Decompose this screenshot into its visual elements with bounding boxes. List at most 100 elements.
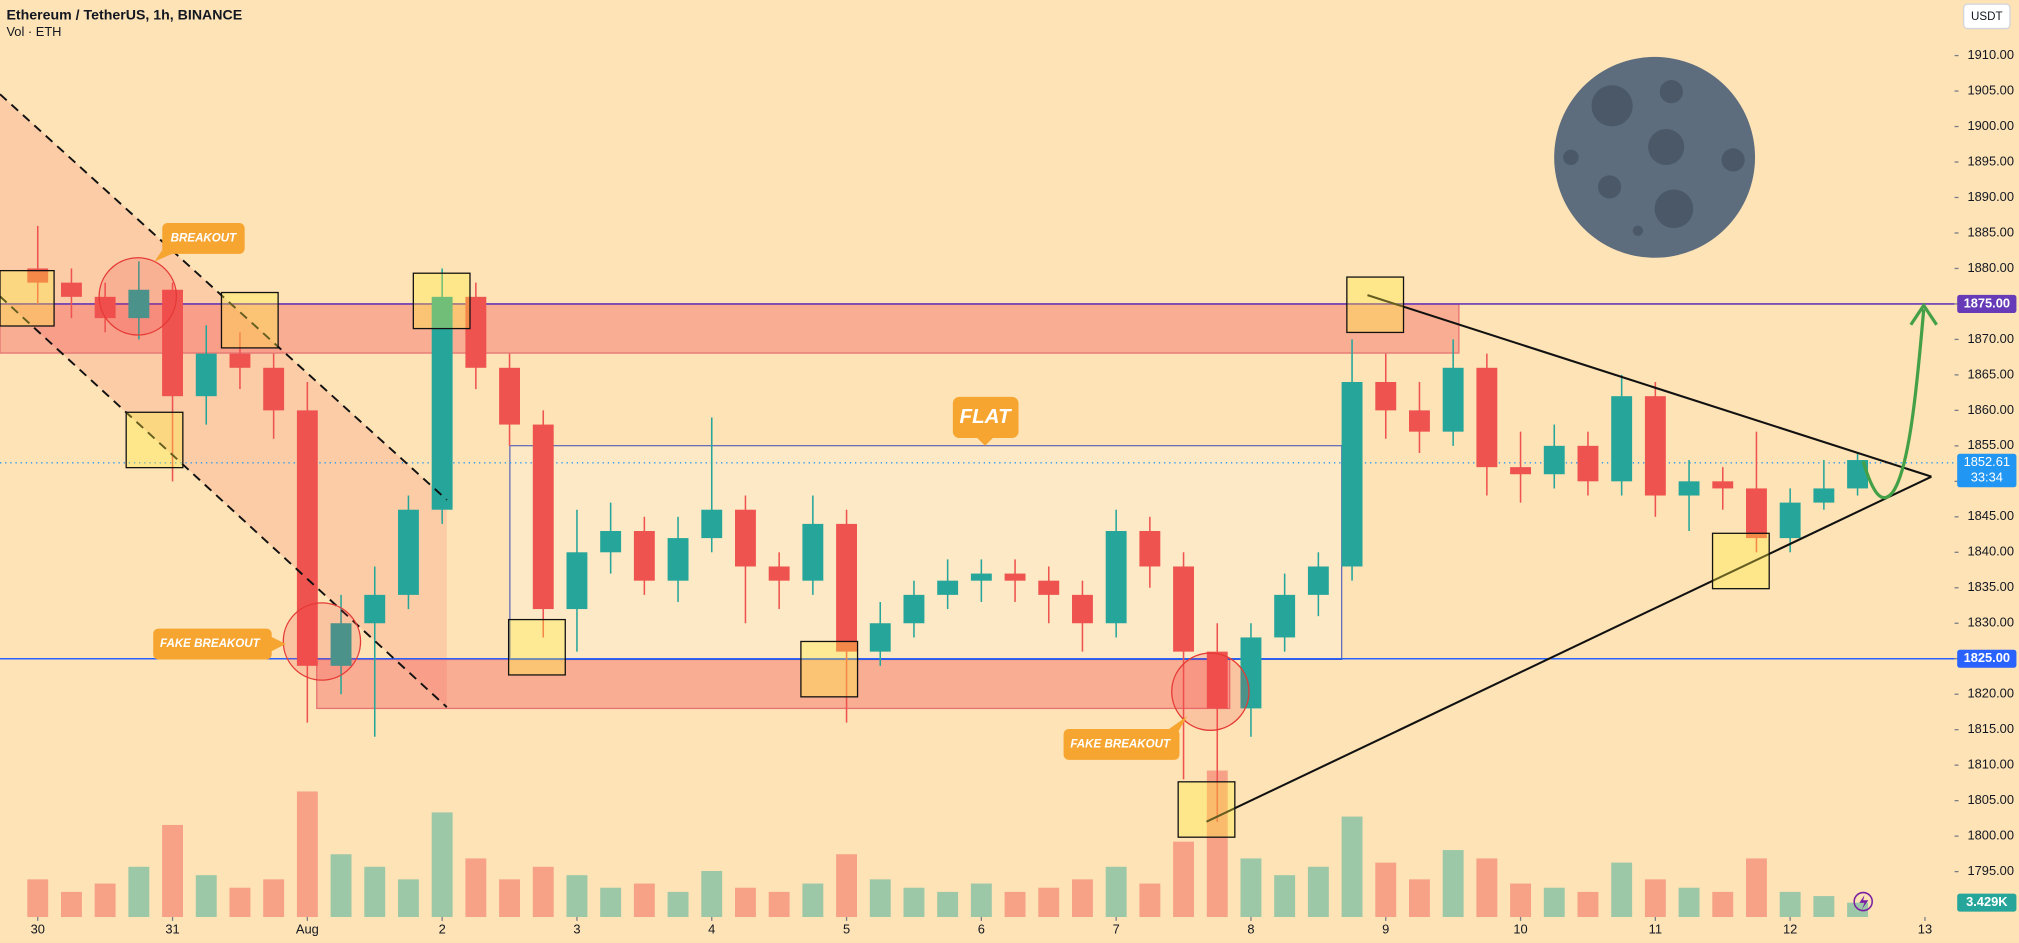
x-tick-label: 31 — [165, 921, 179, 936]
y-tick-label: 1835.00 — [1967, 579, 2013, 594]
x-tick-label: 2 — [439, 921, 446, 936]
y-tick-label: 1855.00 — [1967, 437, 2013, 452]
volume-last-label: 3.429K — [1966, 894, 2008, 909]
volume-bar — [768, 891, 790, 918]
triangle-line — [1367, 294, 1932, 478]
x-tick-label: 3 — [573, 921, 580, 936]
volume-bar — [1813, 896, 1835, 918]
highlight-box — [1177, 781, 1236, 838]
candle-body — [1543, 445, 1565, 475]
y-tick-label: 1815.00 — [1967, 721, 2013, 736]
callout-tail — [976, 436, 995, 446]
countdown-label: 33:34 — [1971, 470, 2003, 485]
volume-bar — [398, 879, 419, 918]
volume-bar — [1712, 891, 1734, 918]
moon — [1554, 56, 1756, 258]
y-tick-label: 1845.00 — [1967, 508, 2013, 523]
candle-body — [1813, 488, 1835, 503]
highlight-box — [125, 411, 184, 469]
volume-bar — [263, 879, 285, 918]
candle-body — [937, 580, 959, 595]
volume-bar — [1173, 841, 1195, 918]
candle-body — [1712, 481, 1734, 489]
callout-tail — [154, 246, 178, 262]
volume-bar — [532, 866, 554, 918]
volume-bar — [1240, 858, 1262, 918]
crater — [1597, 175, 1622, 199]
candle-body — [802, 523, 824, 581]
time-axis — [0, 917, 2019, 943]
volume-bar — [735, 887, 756, 918]
candle-body — [330, 623, 352, 666]
candle-body — [1139, 531, 1161, 567]
candle-body — [229, 353, 251, 368]
volume-bar — [128, 866, 150, 918]
crater — [1591, 85, 1633, 127]
axis-labels: 1795.00 1800.00 1805.00 1810.00 1815.00 1820.… — [31, 47, 2017, 936]
channel-line — [0, 93, 448, 501]
currency-button-label[interactable]: USDT — [1971, 11, 2003, 23]
volume-bar — [229, 887, 251, 918]
channel-line — [0, 295, 448, 708]
level-label: 1825.00 — [1964, 650, 2010, 665]
volume-bar — [1038, 887, 1060, 918]
volume-bar — [937, 891, 959, 918]
candle-body — [633, 531, 655, 581]
volume-bar — [499, 879, 520, 918]
candle-body — [1173, 566, 1195, 652]
candle-body — [296, 410, 318, 666]
candle-body — [1038, 580, 1060, 595]
candle-body — [903, 594, 925, 624]
volume-bar — [1105, 866, 1127, 918]
last-price-label: 1852.61 — [1964, 454, 2010, 469]
x-tick-label: 9 — [1382, 921, 1389, 936]
candle-body — [768, 566, 790, 581]
lightning-icon[interactable] — [1853, 891, 1873, 912]
highlight-box — [0, 269, 55, 327]
level-label: 1875.00 — [1964, 295, 2010, 310]
drawings: BREAKOUT FAKE BREAKOUT FLAT FAKE BREAKOU… — [0, 56, 1938, 838]
candle-body — [162, 289, 183, 397]
candle-body — [1409, 410, 1430, 432]
candle-body — [1375, 381, 1397, 411]
candle-body — [667, 538, 689, 581]
highlight-circle — [1171, 652, 1250, 731]
x-tick-label: 30 — [31, 921, 45, 936]
volume-bar — [1746, 858, 1767, 918]
volume-bar — [1442, 850, 1464, 918]
x-tick-label: 10 — [1513, 921, 1527, 936]
legend: Ethereum / TetherUS, 1h, BINANCE Vol · E… — [6, 3, 2011, 912]
x-tick-label: 6 — [978, 921, 985, 936]
candle-body — [1442, 367, 1464, 432]
y-tick-label: 1795.00 — [1967, 863, 2013, 878]
currency-button[interactable] — [1962, 3, 2011, 30]
x-tick-label: 11 — [1649, 921, 1662, 936]
y-tick-label: 1820.00 — [1967, 686, 2013, 701]
volume-bar — [633, 883, 655, 918]
y-tick-label: 1880.00 — [1967, 260, 2013, 275]
candle-body — [1307, 566, 1329, 595]
candle-body — [1105, 531, 1127, 624]
callout — [1063, 729, 1180, 760]
annotation: BREAKOUT — [171, 233, 238, 245]
channel-fill — [0, 94, 447, 708]
candle-body — [128, 289, 150, 319]
volume-bar — [1510, 883, 1532, 918]
volume-bar — [27, 879, 49, 918]
volume-bar — [1206, 770, 1228, 918]
candles — [27, 225, 1869, 822]
crater — [1659, 80, 1683, 104]
highlight-box — [507, 618, 566, 676]
y-tick-label: 1840.00 — [1967, 544, 2013, 559]
candle-body — [1644, 396, 1666, 496]
triangle-line — [1206, 475, 1932, 823]
volume-bar — [1847, 902, 1869, 918]
candle-body — [60, 282, 82, 297]
x-tick-label: 8 — [1247, 921, 1254, 936]
x-tick-label: 7 — [1113, 921, 1120, 936]
y-tick-label: 1885.00 — [1967, 224, 2013, 239]
candle-body — [1240, 637, 1262, 709]
candle-body — [27, 268, 49, 283]
y-tick-label: 1890.00 — [1967, 189, 2013, 204]
